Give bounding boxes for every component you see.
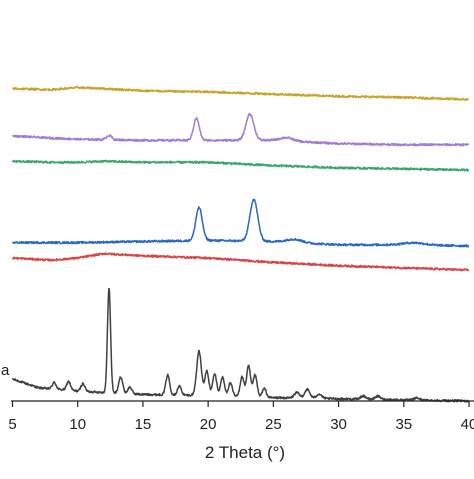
x-tick-label: 35	[395, 416, 412, 433]
x-tick-label: 30	[330, 416, 347, 433]
annotation-layer: a	[1, 362, 10, 379]
series-line-c	[12, 198, 470, 248]
series-line-e	[12, 112, 470, 147]
x-tick-label: 40	[461, 416, 474, 433]
series-line-b	[11, 252, 470, 272]
series-line-d	[11, 159, 470, 172]
x-tick-label: 15	[135, 416, 152, 433]
x-tick-label: 10	[69, 416, 86, 433]
series-line-f	[12, 85, 470, 101]
x-tick-label: 25	[265, 416, 282, 433]
x-axis-label: 2 Theta (°)	[205, 443, 285, 462]
series-line-a	[11, 287, 470, 403]
annotation-label: a	[1, 362, 10, 379]
series-layer	[11, 85, 470, 403]
x-tick-label: 5	[8, 416, 16, 433]
x-tick-label: 20	[200, 416, 217, 433]
tick-layer: 5 10 15 20 25 30 35 40	[8, 401, 474, 433]
